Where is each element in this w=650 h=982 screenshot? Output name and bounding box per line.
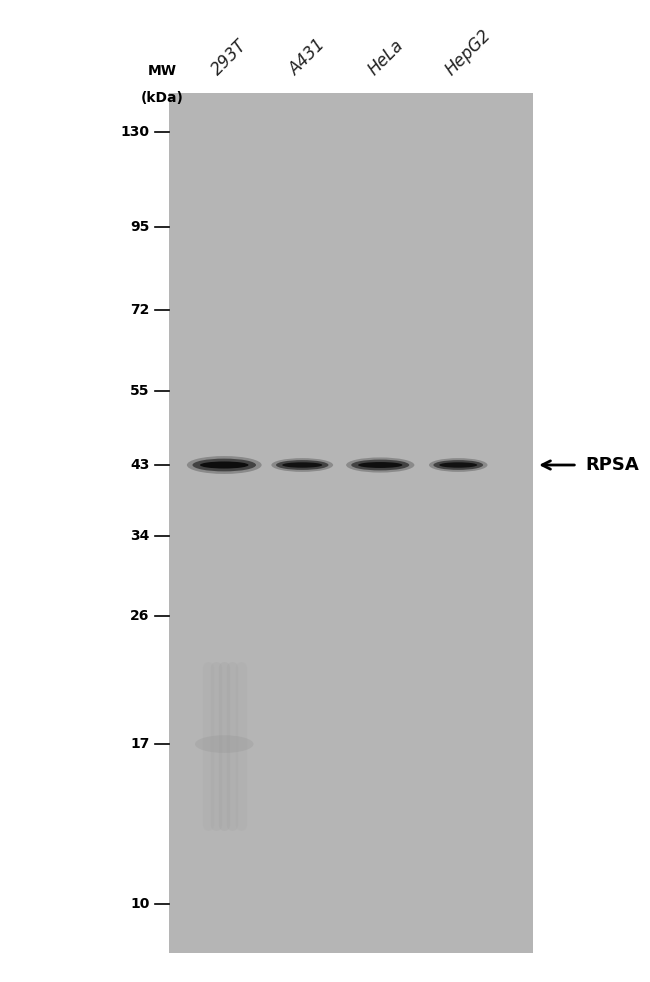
Ellipse shape — [187, 456, 261, 474]
Text: MW: MW — [148, 64, 177, 79]
Text: HeLa: HeLa — [364, 36, 407, 79]
Ellipse shape — [195, 736, 254, 753]
Text: 130: 130 — [120, 126, 150, 139]
Ellipse shape — [358, 463, 402, 468]
Ellipse shape — [434, 461, 483, 470]
Ellipse shape — [429, 459, 488, 472]
Text: 26: 26 — [130, 609, 150, 624]
Ellipse shape — [351, 460, 410, 470]
Ellipse shape — [200, 462, 248, 468]
Text: RPSA: RPSA — [585, 456, 639, 474]
Ellipse shape — [272, 459, 333, 472]
Text: 72: 72 — [130, 303, 150, 317]
Text: (kDa): (kDa) — [141, 90, 184, 105]
Text: 10: 10 — [130, 897, 150, 910]
Text: 34: 34 — [130, 528, 150, 543]
Text: HepG2: HepG2 — [442, 26, 495, 79]
Text: A431: A431 — [286, 35, 330, 79]
Ellipse shape — [282, 463, 322, 467]
Ellipse shape — [346, 458, 415, 472]
Bar — [169, 93, 533, 953]
Text: 17: 17 — [130, 737, 150, 751]
Text: 43: 43 — [130, 458, 150, 472]
Ellipse shape — [192, 459, 256, 471]
Text: 95: 95 — [130, 220, 150, 234]
Text: 293T: 293T — [208, 36, 251, 79]
Text: 55: 55 — [130, 384, 150, 398]
Ellipse shape — [276, 461, 328, 470]
Ellipse shape — [439, 463, 477, 467]
